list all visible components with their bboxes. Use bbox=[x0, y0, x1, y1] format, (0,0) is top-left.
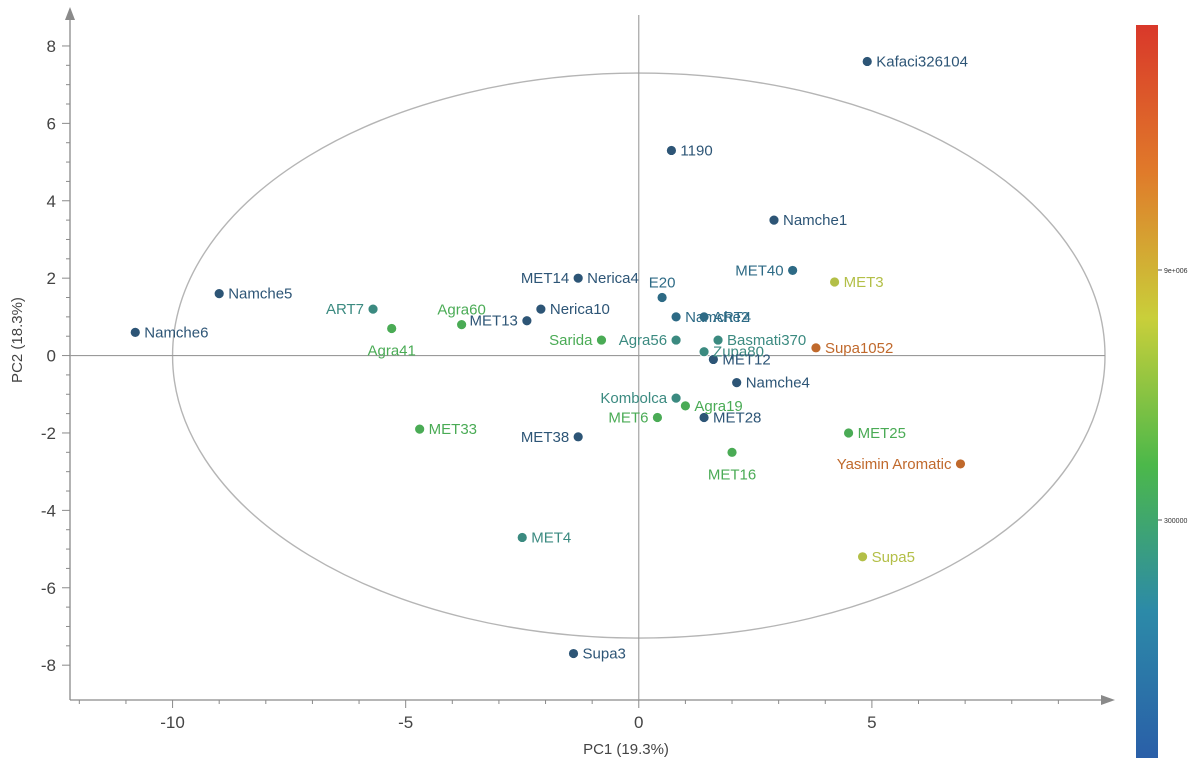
data-points bbox=[129, 56, 966, 659]
data-point bbox=[386, 323, 398, 334]
point-label: Supa3 bbox=[583, 646, 626, 663]
data-point bbox=[656, 292, 668, 303]
point-label: 1190 bbox=[680, 142, 712, 159]
point-label: Supa1052 bbox=[825, 340, 893, 357]
x-tick-label: 0 bbox=[634, 713, 643, 732]
point-label: MET28 bbox=[713, 409, 761, 426]
data-point bbox=[726, 446, 738, 458]
data-point bbox=[129, 326, 141, 338]
data-point bbox=[698, 346, 710, 358]
data-point bbox=[857, 551, 868, 563]
point-label: Namche2 bbox=[685, 309, 749, 326]
point-labels: Kafaci326104 1190 Namche1 MET40 MET3 Namche5 N… bbox=[144, 53, 968, 662]
point-label: MET14 bbox=[521, 270, 569, 287]
point-label: Agra19 bbox=[694, 398, 742, 415]
data-point bbox=[670, 392, 682, 404]
data-point bbox=[516, 532, 528, 543]
data-point bbox=[787, 265, 799, 276]
data-point bbox=[572, 272, 584, 284]
data-point bbox=[535, 303, 547, 315]
data-point bbox=[456, 319, 468, 331]
x-tick-label: 5 bbox=[867, 713, 876, 732]
colorbar: 9e+006 300000 bbox=[1136, 25, 1188, 758]
point-label: MET12 bbox=[722, 351, 770, 368]
point-label: MET13 bbox=[470, 313, 518, 330]
data-point bbox=[568, 648, 579, 659]
y-tick-label: -2 bbox=[41, 424, 56, 443]
data-point bbox=[829, 276, 840, 288]
colorbar-tick-label: 300000 bbox=[1164, 518, 1187, 525]
point-label: Namche4 bbox=[746, 375, 810, 392]
y-tick-label: 0 bbox=[47, 347, 56, 366]
data-point bbox=[680, 400, 691, 412]
point-label: Kafaci326104 bbox=[876, 53, 968, 70]
point-label: Agra56 bbox=[619, 332, 667, 349]
y-tick-label: -4 bbox=[41, 501, 56, 520]
data-point bbox=[572, 431, 584, 443]
data-point bbox=[414, 423, 426, 435]
data-point bbox=[731, 377, 743, 389]
point-label: MET3 bbox=[844, 274, 884, 291]
data-point bbox=[670, 334, 682, 346]
point-label: Agra60 bbox=[437, 302, 485, 319]
y-tick-label: -8 bbox=[41, 656, 56, 675]
x-axis-arrow bbox=[1101, 695, 1115, 705]
data-point bbox=[712, 334, 724, 346]
y-tick-label: 6 bbox=[47, 114, 56, 133]
y-tick-label: -6 bbox=[41, 579, 56, 598]
data-point bbox=[810, 342, 822, 354]
x-tick-label: -10 bbox=[160, 713, 185, 732]
point-label: MET6 bbox=[608, 409, 648, 426]
axes: -10 -5 0 5 -8 -6 -4 -2 0 2 4 6 8 bbox=[41, 7, 1115, 732]
point-label: Yasimin Aromatic bbox=[837, 456, 952, 473]
data-point bbox=[521, 315, 533, 327]
point-label: MET33 bbox=[429, 421, 477, 438]
data-point bbox=[955, 458, 966, 470]
data-point bbox=[843, 427, 854, 439]
data-point bbox=[213, 288, 225, 300]
point-label: Namche6 bbox=[144, 324, 208, 341]
point-label: MET38 bbox=[521, 429, 569, 446]
point-label: MET40 bbox=[735, 262, 783, 279]
point-label: ART4 bbox=[713, 309, 751, 326]
point-label: Kombolca bbox=[600, 390, 667, 407]
data-point bbox=[698, 311, 710, 323]
point-label: Namche1 bbox=[783, 212, 847, 229]
y-tick-label: 2 bbox=[47, 269, 56, 288]
data-point bbox=[861, 56, 873, 67]
point-label: Sarida bbox=[549, 332, 593, 349]
data-point bbox=[596, 334, 607, 346]
point-label: ART7 bbox=[326, 301, 364, 318]
point-label: Namche5 bbox=[228, 286, 292, 303]
data-point bbox=[652, 412, 663, 423]
y-tick-label: 4 bbox=[47, 192, 56, 211]
x-tick-label: -5 bbox=[398, 713, 413, 732]
point-label: Basmati370 bbox=[727, 332, 806, 349]
point-label: Nerica10 bbox=[550, 301, 610, 318]
data-point bbox=[698, 412, 710, 423]
data-point bbox=[768, 214, 780, 226]
point-label: MET25 bbox=[858, 425, 906, 442]
y-tick-label: 8 bbox=[47, 37, 56, 56]
data-point bbox=[666, 145, 677, 156]
point-label: Zupa80 bbox=[713, 344, 764, 361]
data-point bbox=[670, 311, 682, 323]
point-label: MET4 bbox=[531, 529, 571, 546]
point-label: Supa5 bbox=[872, 549, 915, 566]
y-axis-title: PC2 (18.3%) bbox=[9, 297, 26, 383]
colorbar-tick-label: 9e+006 bbox=[1164, 268, 1188, 275]
colorbar-gradient bbox=[1136, 25, 1158, 758]
point-label: MET16 bbox=[708, 466, 756, 483]
data-point bbox=[367, 303, 379, 315]
y-axis-arrow bbox=[65, 7, 75, 20]
data-point bbox=[707, 354, 719, 365]
point-label: Nerica4 bbox=[587, 270, 639, 287]
point-label: Agra41 bbox=[368, 342, 416, 359]
x-axis-title: PC1 (19.3%) bbox=[583, 741, 669, 758]
point-label: E20 bbox=[649, 275, 676, 292]
